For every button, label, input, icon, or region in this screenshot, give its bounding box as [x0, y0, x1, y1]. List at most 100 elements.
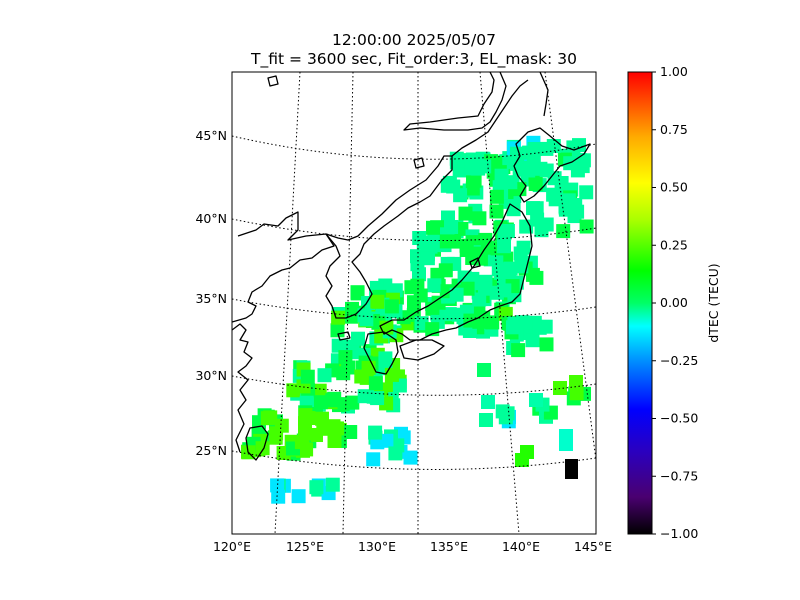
parallel-30n — [232, 375, 596, 396]
colorbar — [627, 71, 653, 535]
dtec-cell — [327, 434, 342, 448]
dtec-cell — [317, 368, 332, 383]
dtec-cell — [515, 453, 529, 467]
dtec-cell — [444, 220, 459, 234]
colorbar-tick-label: −0.25 — [660, 353, 698, 368]
dtec-cell — [481, 395, 495, 409]
lat-label-35: 35°N — [195, 291, 227, 306]
parallel-25n — [232, 450, 596, 470]
dtec-cell — [477, 363, 491, 377]
dtec-cell — [534, 223, 549, 238]
colorbar-tick-label: 0.00 — [660, 295, 688, 310]
dtec-cell — [357, 389, 372, 404]
dtec-cell — [291, 489, 306, 504]
meridian-130e — [342, 72, 354, 534]
dtec-cell — [495, 404, 510, 419]
dtec-cell — [511, 343, 526, 358]
dtec-cell — [480, 240, 495, 255]
lon-label-140: 140°E — [502, 539, 540, 554]
dtec-cell — [392, 378, 407, 393]
lat-label-30: 30°N — [195, 368, 227, 383]
dtec-cell — [525, 333, 540, 348]
dtec-cell — [526, 201, 540, 216]
coast-russia-east — [451, 79, 529, 157]
dtec-cell — [270, 478, 285, 493]
dtec-cell — [489, 189, 504, 204]
longitude-labels: 120°E 125°E 130°E 135°E 140°E 145°E — [213, 539, 612, 554]
dtec-cell — [414, 316, 429, 331]
dtec-cell — [274, 418, 289, 433]
dtec-cell — [572, 138, 586, 153]
map-border — [231, 71, 597, 535]
dtec-cell — [325, 477, 340, 492]
dtec-cell — [325, 393, 340, 408]
lon-label-145: 145°E — [574, 539, 612, 554]
dtec-cell — [506, 202, 521, 217]
dtec-cell — [569, 386, 584, 401]
dtec-data-layer — [241, 135, 594, 504]
dtec-cell — [514, 259, 529, 274]
colorbar-ticks: 1.00 0.75 0.50 0.25 0.00 −0.25 −0.50 −0.75 −1.00 — [652, 64, 698, 541]
dtec-cell — [497, 239, 511, 254]
dtec-cell — [336, 366, 351, 381]
dtec-cell — [576, 153, 591, 168]
colorbar-tick-label: 1.00 — [660, 64, 688, 79]
colorbar-tick-label: 0.25 — [660, 237, 688, 252]
dtec-cell — [330, 323, 345, 338]
meridian-125e — [274, 72, 301, 534]
lat-label-40: 40°N — [195, 211, 227, 226]
dtec-cell — [509, 146, 524, 161]
dtec-cell — [412, 231, 427, 245]
dtec-cell — [500, 224, 515, 238]
lat-label-45: 45°N — [195, 128, 227, 143]
dtec-cell — [313, 395, 328, 410]
dtec-cell-outlier — [565, 459, 578, 479]
coast-russia-ne — [539, 72, 549, 117]
dtec-cell — [506, 320, 520, 335]
parallel-35n — [232, 298, 596, 320]
dtec-cell — [345, 395, 360, 410]
dtec-cell — [412, 267, 426, 282]
dtec-cell — [497, 283, 512, 298]
dtec-cell — [294, 435, 309, 450]
dtec-cell — [366, 452, 381, 467]
dtec-cell — [442, 307, 457, 322]
dtec-cell — [494, 168, 509, 183]
coastlines — [232, 72, 591, 461]
dtec-cell — [579, 219, 594, 234]
dtec-cell — [388, 446, 403, 461]
dtec-cell — [472, 211, 487, 226]
coast-sado — [469, 257, 481, 269]
colorbar-tick-label: −0.50 — [660, 411, 698, 426]
colorbar-tick-label: −0.75 — [660, 468, 698, 483]
dtec-cell — [452, 153, 466, 168]
dtec-cell — [568, 198, 583, 212]
dtec-cell — [354, 369, 369, 384]
dtec-cell — [316, 420, 331, 434]
dtec-cell — [438, 263, 453, 278]
dtec-cell — [379, 433, 394, 448]
plot-title-line1: 12:00:00 2025/05/07 — [332, 31, 496, 49]
dtec-cell — [479, 413, 493, 427]
dtec-cell — [343, 425, 358, 439]
lat-label-25: 25°N — [195, 443, 227, 458]
dtec-cell — [263, 410, 278, 425]
dtec-cell — [459, 243, 474, 257]
dtec-cell — [331, 338, 346, 353]
dtec-cell — [384, 367, 399, 382]
dtec-cell — [357, 308, 372, 323]
dtec-cell — [532, 320, 547, 335]
dtec-cell — [426, 220, 440, 235]
dtec-cell — [539, 337, 554, 352]
latitude-labels: 45°N 40°N 35°N 30°N 25°N — [195, 128, 227, 458]
dtec-cell — [579, 185, 594, 200]
coast-taiwan — [245, 425, 269, 461]
dtec-cell — [439, 234, 454, 249]
dtec-cell — [528, 177, 543, 191]
dtec-cell — [298, 408, 313, 423]
dtec-cell — [271, 489, 286, 504]
dtec-cell — [446, 179, 461, 194]
dtec-cell — [368, 425, 383, 440]
dtec-cell — [530, 212, 545, 227]
